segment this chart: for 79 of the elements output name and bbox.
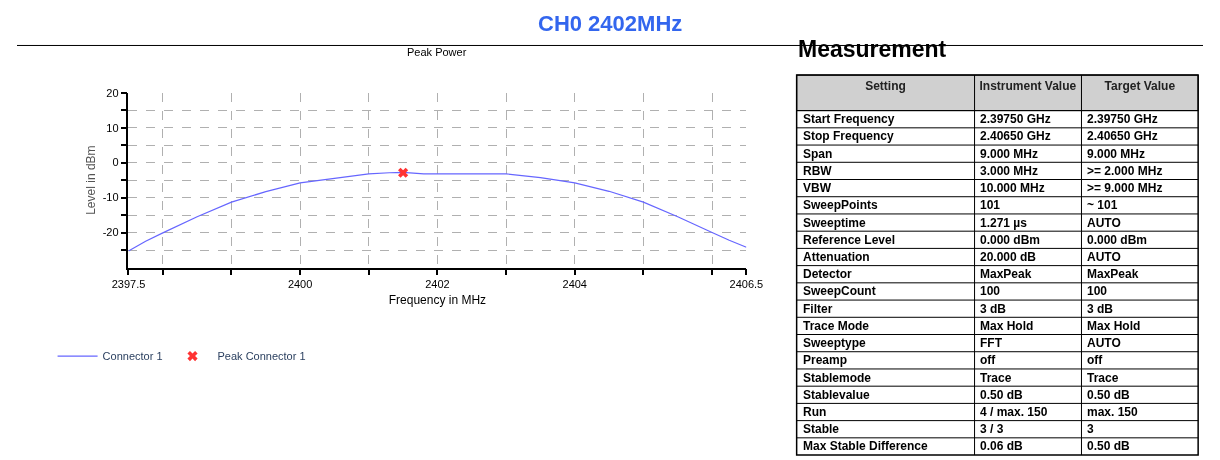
- category-label: Stablemode: [803, 371, 872, 385]
- category-label: Max Stable Difference: [803, 439, 928, 453]
- category-label: Stablevalue: [803, 388, 870, 402]
- y-tick-label: 20: [106, 86, 119, 99]
- text: 2.40650 GHz: [1087, 129, 1158, 143]
- category-label: SweepCount: [803, 284, 876, 298]
- text: 9.000 MHz: [1087, 147, 1146, 161]
- category-label: Sweeptime: [803, 216, 866, 230]
- category-label: Trace Mode: [803, 319, 870, 333]
- text: ~ 101: [1087, 198, 1118, 212]
- text: AUTO: [1087, 216, 1121, 230]
- y-tick-label: -10: [102, 191, 119, 204]
- category-label: Filter: [803, 302, 833, 316]
- x-axis-title: Frequency in MHz: [388, 292, 487, 307]
- text: 3: [1087, 422, 1094, 436]
- category-label: Start Frequency: [803, 112, 895, 126]
- text: off: [1087, 353, 1103, 367]
- legend-label: Connector 1: [102, 350, 163, 363]
- x-tick-label: 2402: [425, 278, 450, 291]
- text: 2.39750 GHz: [1087, 112, 1158, 126]
- x-tick-label: 2404: [562, 278, 587, 291]
- text: 3 dB: [1087, 302, 1114, 316]
- text: 3 / 3: [980, 422, 1004, 436]
- category-label: SweepPoints: [803, 198, 878, 212]
- category-label: Target Value: [1104, 79, 1176, 93]
- text: 3.000 MHz: [980, 164, 1039, 178]
- text: AUTO: [1087, 250, 1121, 264]
- category-label: Attenuation: [803, 250, 870, 264]
- text: 100: [1087, 284, 1108, 298]
- text: 0.50 dB: [1087, 439, 1130, 453]
- text: Max Hold: [1087, 319, 1141, 333]
- category-label: VBW: [803, 181, 831, 195]
- text: 3 dB: [980, 302, 1007, 316]
- text: MaxPeak: [980, 267, 1032, 281]
- category-label: Run: [803, 405, 827, 419]
- category-label: Detector: [803, 267, 852, 281]
- text: Trace: [980, 371, 1012, 385]
- text: 0.06 dB: [980, 439, 1023, 453]
- text: 2.40650 GHz: [980, 129, 1051, 143]
- text: 101: [980, 198, 1001, 212]
- text: AUTO: [1087, 336, 1121, 350]
- y-tick-label: 0: [112, 156, 119, 169]
- x-tick-label: 2400: [287, 278, 313, 291]
- text: 20.000 dB: [980, 250, 1037, 264]
- x-tick-label: 2406.5: [729, 278, 764, 291]
- text: MaxPeak: [1087, 267, 1139, 281]
- y-tick-label: -20: [102, 226, 119, 239]
- category-label: Stable: [803, 422, 840, 436]
- text: off: [980, 353, 996, 367]
- y-tick-label: 10: [106, 121, 119, 134]
- text: 0.50 dB: [980, 388, 1023, 402]
- text: 2.39750 GHz: [980, 112, 1051, 126]
- text: 100: [980, 284, 1001, 298]
- text: >= 9.000 MHz: [1087, 181, 1163, 195]
- category-label: RBW: [803, 164, 832, 178]
- category-label: Span: [803, 147, 833, 161]
- x-tick-label: 2397.5: [111, 278, 146, 291]
- text: Max Hold: [980, 319, 1034, 333]
- text: FFT: [980, 336, 1002, 350]
- category-label: Preamp: [803, 353, 848, 367]
- category-label: Stop Frequency: [803, 129, 894, 143]
- text: max. 150: [1087, 405, 1138, 419]
- text: 0.000 dBm: [980, 233, 1041, 247]
- text: 4 / max. 150: [980, 405, 1048, 419]
- text: 10.000 MHz: [980, 181, 1045, 195]
- text: 0.000 dBm: [1087, 233, 1148, 247]
- text: >= 2.000 MHz: [1087, 164, 1163, 178]
- text: Trace: [1087, 371, 1119, 385]
- text: 9.000 MHz: [980, 147, 1039, 161]
- legend-label: Peak Connector 1: [217, 350, 306, 363]
- category-label: Setting: [865, 79, 906, 93]
- category-label: Sweeptype: [803, 336, 866, 350]
- chart-title: Peak Power: [407, 46, 467, 58]
- category-label: Instrument Value: [979, 79, 1077, 93]
- y-axis-title: Level in dBm: [84, 145, 99, 215]
- text: 1.271 µs: [980, 216, 1027, 230]
- text: 0.50 dB: [1087, 388, 1130, 402]
- text: CH0 2402MHz: [538, 11, 683, 36]
- category-label: Reference Level: [803, 233, 896, 247]
